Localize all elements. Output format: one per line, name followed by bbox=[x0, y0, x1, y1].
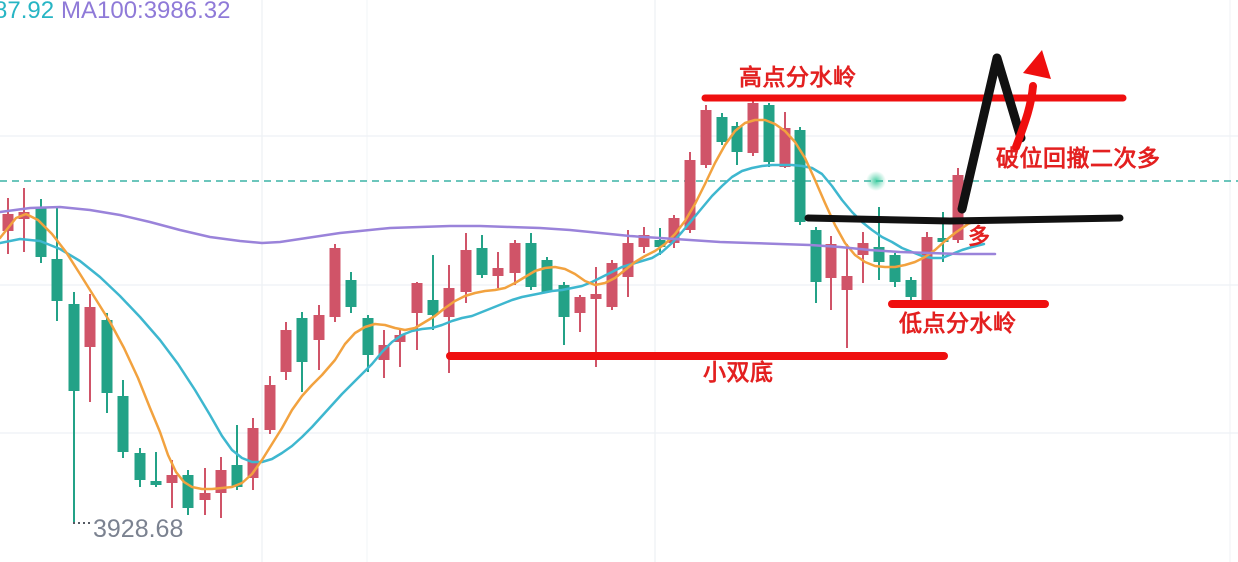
candle-body bbox=[264, 385, 276, 430]
candle-body bbox=[492, 268, 504, 276]
candle-body bbox=[541, 260, 553, 292]
hand-drawn-annotations bbox=[73, 50, 1127, 524]
candle-body bbox=[362, 318, 374, 355]
candle-body bbox=[684, 160, 696, 230]
ma-line-ma100 bbox=[0, 205, 997, 256]
price-cross-glow bbox=[866, 171, 886, 191]
candle-body bbox=[905, 280, 917, 297]
candle-body bbox=[476, 248, 488, 275]
candle-body bbox=[873, 247, 885, 262]
candle-body bbox=[841, 276, 853, 290]
candle-body bbox=[182, 475, 194, 508]
candle-body bbox=[779, 128, 791, 167]
breakout-arrow-shaft bbox=[1012, 82, 1037, 151]
candle-body bbox=[763, 105, 775, 162]
candle-body bbox=[606, 263, 618, 307]
high-watershed-label: 高点分水岭 bbox=[739, 64, 857, 90]
candle-body bbox=[937, 238, 949, 242]
candle-body bbox=[731, 126, 743, 152]
candle-body bbox=[443, 288, 455, 317]
candle-body bbox=[716, 117, 728, 142]
low-watershed-label: 低点分水岭 bbox=[899, 310, 1017, 336]
candle-body bbox=[378, 345, 390, 360]
candle-body bbox=[654, 240, 666, 247]
candle-body bbox=[35, 208, 47, 257]
candle-body bbox=[427, 300, 439, 315]
candle-body bbox=[889, 255, 901, 282]
candle-body bbox=[700, 110, 712, 165]
breakout-pullback-label: 破位回撤二次多 bbox=[996, 145, 1161, 171]
candle-body bbox=[199, 493, 211, 500]
candle-body bbox=[117, 396, 129, 452]
candle-body bbox=[231, 465, 243, 487]
long-marker-label: 多 bbox=[968, 224, 991, 249]
candle-body bbox=[150, 481, 162, 485]
candle-body bbox=[329, 248, 341, 317]
candle-body bbox=[51, 259, 63, 301]
candle-body bbox=[394, 335, 406, 342]
projection-zigzag bbox=[957, 53, 1026, 214]
candle-body bbox=[574, 297, 586, 313]
candle-body bbox=[166, 475, 178, 483]
breakout-arrow-head bbox=[1023, 50, 1051, 79]
candle-body bbox=[810, 230, 822, 282]
candle-body bbox=[247, 428, 259, 478]
candle-body bbox=[215, 470, 227, 493]
candle-body bbox=[825, 244, 837, 278]
candle-body bbox=[2, 214, 14, 231]
neckline-black-line bbox=[804, 214, 1124, 225]
candle-body bbox=[101, 320, 113, 393]
ma-fast-value-label: 87.92 bbox=[0, 0, 55, 24]
candle-body bbox=[280, 330, 292, 372]
candle-body bbox=[590, 294, 602, 299]
candle-body bbox=[134, 453, 146, 480]
candle-body bbox=[668, 218, 680, 243]
ma-line-orange bbox=[0, 118, 980, 491]
candle-body bbox=[525, 243, 537, 287]
swing-low-price-label: 3928.68 bbox=[93, 515, 184, 543]
candle-body bbox=[558, 285, 570, 317]
candle-body bbox=[296, 318, 308, 362]
candle-body bbox=[794, 130, 806, 222]
candle-body bbox=[921, 237, 933, 303]
candle-body bbox=[411, 283, 423, 313]
candle-body bbox=[460, 250, 472, 292]
double-bottom-label: 小双底 bbox=[703, 359, 774, 385]
moving-averages-layer bbox=[0, 118, 997, 491]
candle-body bbox=[68, 304, 80, 391]
candle-body bbox=[509, 243, 521, 273]
candle-body bbox=[345, 280, 357, 307]
candle-body bbox=[638, 235, 650, 247]
ma-line-cyan bbox=[0, 163, 986, 464]
candle-body bbox=[313, 315, 325, 340]
ma100-value-label: MA100:3986.32 bbox=[61, 0, 231, 24]
candle-body bbox=[84, 307, 96, 347]
candle-body bbox=[622, 243, 634, 277]
candle-body bbox=[747, 103, 759, 153]
